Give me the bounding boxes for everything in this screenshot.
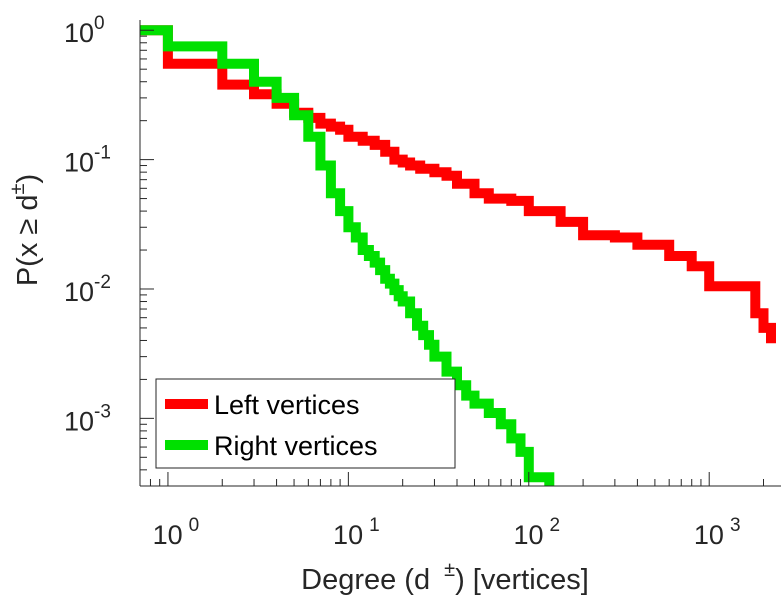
legend-label-left-vertices: Left vertices xyxy=(214,390,360,420)
series-layer xyxy=(140,25,776,486)
x-tick-label: 10 1 xyxy=(333,515,380,550)
x-axis-label: Degree (d ±) [vertices] xyxy=(301,559,589,596)
y-tick-label: 10-1 xyxy=(64,143,111,178)
x-tick-label: 10 2 xyxy=(513,515,560,550)
legend: Left vertices Right vertices xyxy=(155,378,456,469)
x-tick-label: 10 3 xyxy=(694,515,741,550)
legend-label-right-vertices: Right vertices xyxy=(214,431,378,461)
axes-layer xyxy=(139,20,781,487)
series-line-right-vertices xyxy=(140,25,555,486)
y-axis-label: P(x ≥ d±) xyxy=(7,174,44,286)
series-line-left-vertices xyxy=(140,25,776,344)
legend-box xyxy=(155,378,456,469)
y-tick-label: 10-3 xyxy=(64,401,111,436)
y-tick-label: 100 xyxy=(64,13,105,48)
tick-labels: 100 10-1 10-2 10-3 10 0 10 1 10 2 10 3 xyxy=(64,13,741,550)
y-tick-label: 10-2 xyxy=(64,272,111,307)
x-tick-label: 10 0 xyxy=(153,515,200,550)
